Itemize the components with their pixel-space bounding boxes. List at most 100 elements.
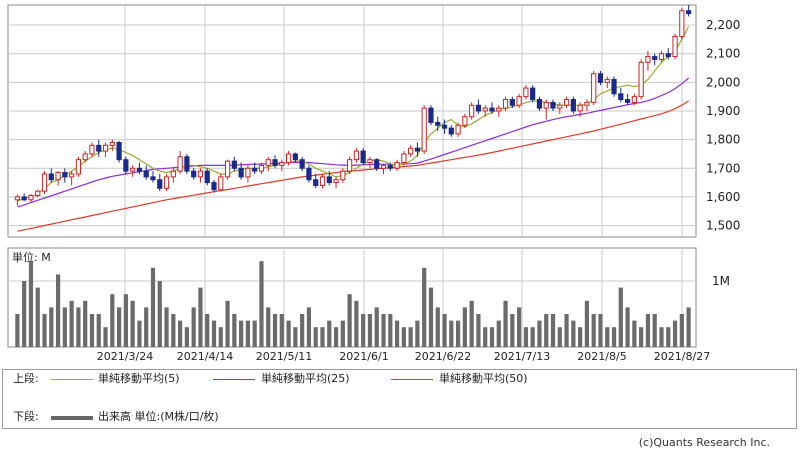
volume-bar	[591, 314, 596, 347]
candle-body	[577, 104, 583, 112]
candle-body	[136, 167, 143, 172]
volume-bar	[428, 287, 434, 347]
volume-bar	[408, 327, 413, 347]
candle-body	[584, 101, 590, 106]
volume-bar	[150, 267, 156, 347]
volume-bar	[225, 300, 230, 347]
y-tick-label: 2,100	[706, 47, 740, 61]
x-tick-label: 2021/6/22	[415, 350, 471, 363]
volume-bar	[455, 320, 461, 347]
y-tick-label: 1,900	[706, 104, 740, 118]
volume-bar	[306, 307, 312, 347]
volume-bar	[618, 287, 623, 347]
volume-bar	[659, 327, 664, 347]
volume-bar	[496, 320, 501, 347]
volume-bar	[130, 300, 135, 347]
volume-bar	[469, 300, 474, 347]
volume-bar	[103, 327, 108, 347]
y-tick-label: 2,200	[706, 18, 740, 32]
candle-body	[265, 159, 271, 166]
ma5-line	[17, 26, 690, 202]
volume-bar	[578, 327, 583, 347]
volume-bar	[184, 327, 189, 347]
candle-body	[55, 172, 61, 181]
volume-bar	[245, 320, 251, 347]
volume-bar	[571, 320, 576, 347]
price-panel-frame	[7, 4, 697, 238]
candle-body	[333, 179, 339, 184]
volume-bar	[49, 307, 54, 347]
candle-body	[319, 176, 326, 186]
candle-body	[143, 170, 149, 178]
candle-body	[414, 147, 421, 152]
candle-body	[28, 194, 34, 201]
candle-body	[462, 116, 468, 126]
volume-bar	[422, 267, 427, 347]
volume-bar	[557, 327, 562, 347]
candle-body	[408, 147, 414, 155]
candle-body	[611, 78, 617, 95]
volume-bar	[503, 300, 508, 347]
volume-unit-label: 単位: M	[12, 250, 51, 264]
volume-bar	[83, 300, 88, 347]
candle-body	[292, 153, 298, 161]
volume-bar	[605, 327, 610, 347]
volume-bar	[517, 307, 522, 347]
candle-body	[150, 176, 156, 181]
candle-body	[543, 101, 549, 109]
volume-bar	[137, 320, 142, 347]
legend-volume-label: 出来高 単位:(M株/口/枚)	[98, 410, 219, 423]
candle-body	[340, 170, 346, 181]
candle-body	[428, 107, 434, 123]
volume-bar	[374, 307, 379, 347]
volume-bar	[293, 327, 298, 347]
candle-body	[245, 167, 251, 178]
volume-bar	[449, 320, 454, 347]
candle-body	[421, 107, 427, 152]
volume-bar	[144, 307, 149, 347]
candle-body	[211, 182, 217, 191]
candle-body	[374, 159, 380, 169]
candle-body	[258, 164, 265, 172]
candle-body	[516, 96, 522, 106]
volume-bar	[116, 307, 122, 347]
volume-bar	[110, 294, 115, 347]
candle-body	[496, 107, 502, 112]
candle-body	[509, 99, 515, 106]
candle-body	[353, 150, 359, 161]
candle-body	[313, 179, 319, 186]
volume-bar	[666, 327, 671, 347]
y-tick-label: 1,500	[706, 219, 740, 233]
legend-ma50-label: 単純移動平均(50)	[439, 372, 528, 385]
volume-bar	[333, 327, 339, 347]
candle-body	[41, 173, 48, 192]
volume-bar	[272, 314, 278, 347]
candle-body	[360, 150, 366, 164]
legend-upper-label: 上段:	[13, 372, 39, 385]
volume-bar	[611, 327, 617, 347]
candle-body	[306, 167, 312, 181]
volume-bar	[157, 281, 162, 347]
candle-body	[591, 73, 597, 103]
ma25-line	[17, 77, 689, 208]
candle-body	[631, 96, 637, 103]
volume-bar	[598, 314, 603, 347]
y-tick-label: 1,600	[706, 190, 740, 204]
candle-body	[170, 170, 176, 178]
copyright-credit: (c)Quants Research Inc.	[638, 436, 770, 449]
candle-body	[191, 170, 197, 178]
volume-bar	[205, 314, 210, 347]
x-tick-label: 2021/8/27	[654, 350, 710, 363]
candle-body	[570, 99, 576, 112]
x-tick-label: 2021/7/13	[494, 350, 550, 363]
volume-bar	[462, 307, 467, 347]
candle-body	[523, 87, 529, 98]
volume-bar	[171, 314, 176, 347]
volume-bar	[22, 281, 27, 347]
candle-body	[157, 179, 163, 189]
candle-body	[184, 156, 190, 172]
volume-bar	[625, 307, 630, 347]
volume-bar	[679, 314, 684, 347]
volume-bar	[381, 314, 386, 347]
candle-body	[272, 159, 278, 166]
